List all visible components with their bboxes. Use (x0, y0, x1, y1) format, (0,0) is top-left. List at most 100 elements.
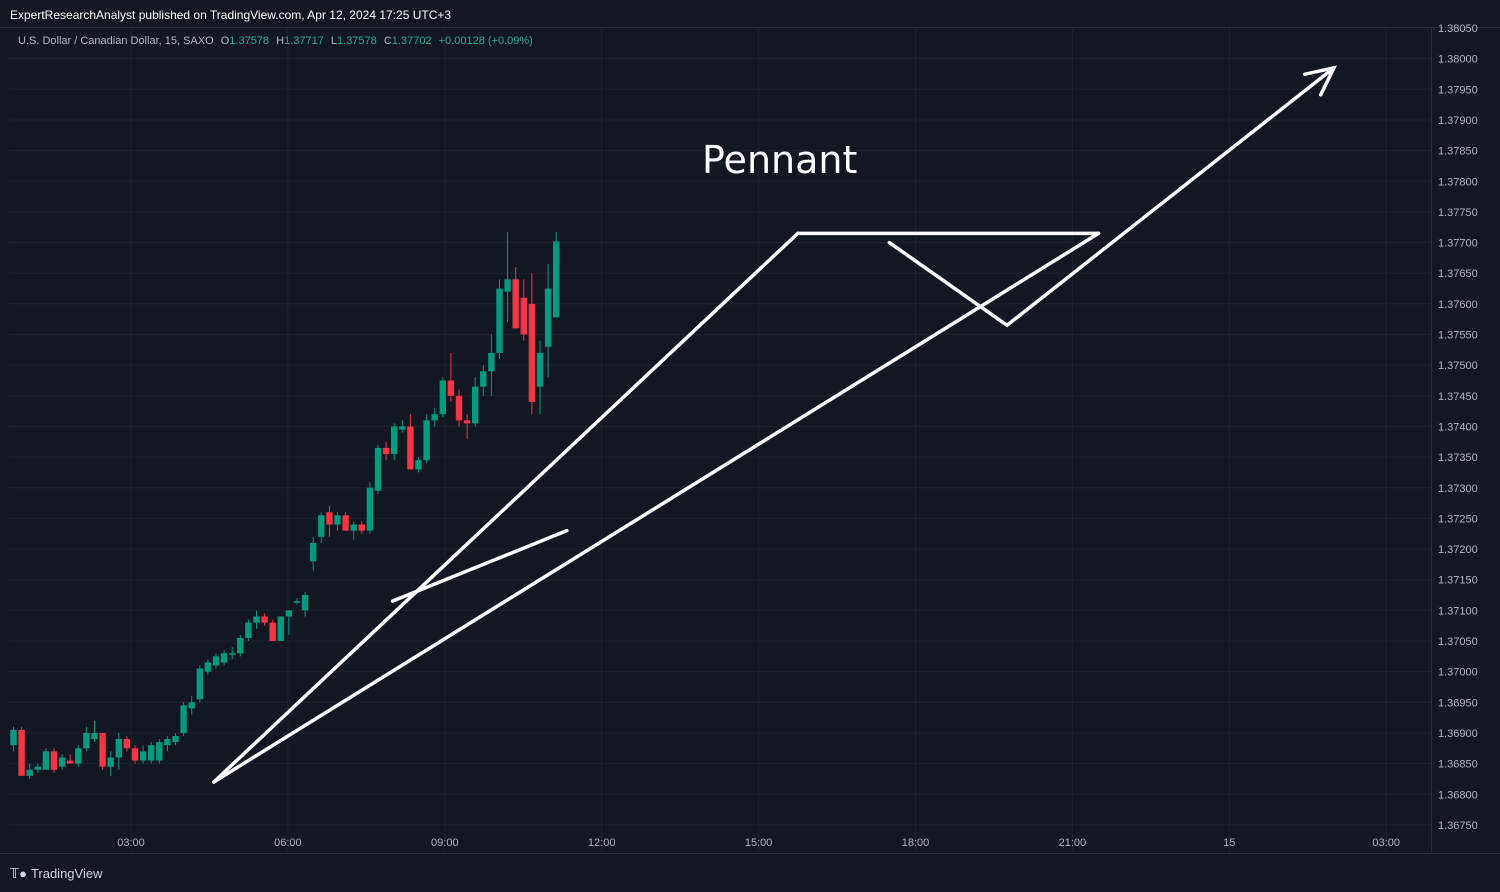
candle-body (536, 352, 544, 387)
candle-body (399, 426, 406, 430)
candle-body (342, 515, 349, 531)
candle (528, 273, 536, 415)
tradingview-logo-text: TradingView (30, 866, 103, 881)
candle-body (220, 653, 228, 663)
price-tick-label: 1.36750 (1438, 820, 1478, 832)
candle (99, 732, 106, 770)
open-value: 1.37578 (229, 35, 270, 47)
candle (301, 591, 309, 617)
candle-body (520, 297, 527, 335)
candle (18, 726, 25, 776)
price-tick-label: 1.37350 (1438, 452, 1478, 464)
chart-frame (9, 28, 1432, 852)
candle-body (164, 739, 171, 746)
price-tick-label: 1.37100 (1438, 605, 1478, 617)
price-tick-label: 1.37750 (1438, 207, 1478, 219)
price-tick-label: 1.38000 (1438, 54, 1478, 66)
candle-body (245, 622, 252, 638)
candle-body (83, 732, 90, 749)
candle (229, 647, 236, 660)
candle-body (496, 288, 503, 353)
candle-body (512, 279, 519, 329)
price-tick-label: 1.37400 (1438, 421, 1478, 433)
candle (391, 423, 398, 461)
candle (50, 748, 58, 773)
symbol-legend: U.S. Dollar / Canadian Dollar, 15, SAXO … (18, 35, 533, 47)
candle (536, 340, 544, 415)
candle (520, 279, 527, 341)
candle-body (50, 751, 58, 770)
candle (164, 736, 171, 752)
candle (261, 613, 268, 626)
candle-body (277, 616, 284, 641)
candle (480, 365, 487, 396)
candle (26, 763, 33, 779)
price-tick-label: 1.37800 (1438, 176, 1478, 188)
tradingview-logo[interactable]: 𝕋● TradingView (10, 866, 102, 882)
grid (9, 28, 1431, 852)
candle (75, 745, 82, 767)
candle-body (326, 512, 333, 525)
candle (172, 732, 179, 746)
candle (382, 441, 390, 461)
candle-body (204, 662, 212, 672)
high-value: 1.37717 (284, 35, 324, 47)
candle-body (180, 705, 187, 733)
candle-body (358, 524, 365, 531)
pennant-label: Pennant (702, 138, 857, 182)
candle-body (172, 736, 179, 743)
candle-body (374, 447, 382, 491)
upper-trendline (212, 231, 800, 784)
candle (463, 414, 471, 439)
candle-body (188, 702, 195, 709)
candle (544, 264, 552, 378)
price-tick-label: 1.37600 (1438, 299, 1478, 311)
drawings (212, 65, 1338, 784)
price-tick-label: 1.36850 (1438, 759, 1478, 771)
lower-trendline (212, 231, 1101, 784)
candle (269, 619, 276, 641)
candle-body (504, 279, 511, 292)
price-tick-label: 1.37050 (1438, 636, 1478, 648)
tradingview-logo-icon: 𝕋● (10, 866, 27, 881)
candle (204, 659, 212, 675)
candle (358, 521, 365, 534)
candle-body (439, 380, 446, 415)
candle-body (196, 668, 203, 700)
candle-body (10, 729, 17, 746)
price-tick-label: 1.36950 (1438, 697, 1478, 709)
candle (156, 739, 163, 764)
time-tick-label: 06:00 (274, 837, 302, 849)
price-tick-label: 1.36800 (1438, 789, 1478, 801)
candle-body (42, 751, 50, 770)
price-tick-label: 1.37300 (1438, 483, 1478, 495)
candle (447, 352, 455, 402)
candle-body (391, 426, 398, 455)
candle-body (431, 414, 438, 421)
candle (285, 610, 293, 635)
candle (237, 634, 244, 657)
candle (220, 650, 228, 666)
time-tick-label: 03:00 (117, 837, 145, 849)
candle-body (148, 745, 155, 761)
candle-body (261, 616, 268, 623)
price-tick-label: 1.37850 (1438, 146, 1478, 158)
price-tick-label: 1.37450 (1438, 391, 1478, 403)
candle-body (544, 288, 552, 347)
candle (277, 616, 284, 641)
bottom-bar (0, 853, 1500, 892)
time-tick-label: 09:00 (431, 837, 459, 849)
candle (310, 536, 317, 571)
symbol-name: U.S. Dollar / Canadian Dollar, 15, SAXO (18, 35, 214, 47)
candle (318, 512, 325, 543)
candle (399, 420, 406, 433)
candle (83, 726, 90, 752)
candle-body (34, 766, 41, 770)
top-bar: ExpertResearchAnalyst published on Tradi… (0, 0, 1500, 28)
candle-body (447, 380, 455, 396)
price-tick-label: 1.37000 (1438, 667, 1478, 679)
candle (326, 506, 333, 537)
candle-body (75, 748, 82, 764)
candle-body (415, 460, 422, 470)
